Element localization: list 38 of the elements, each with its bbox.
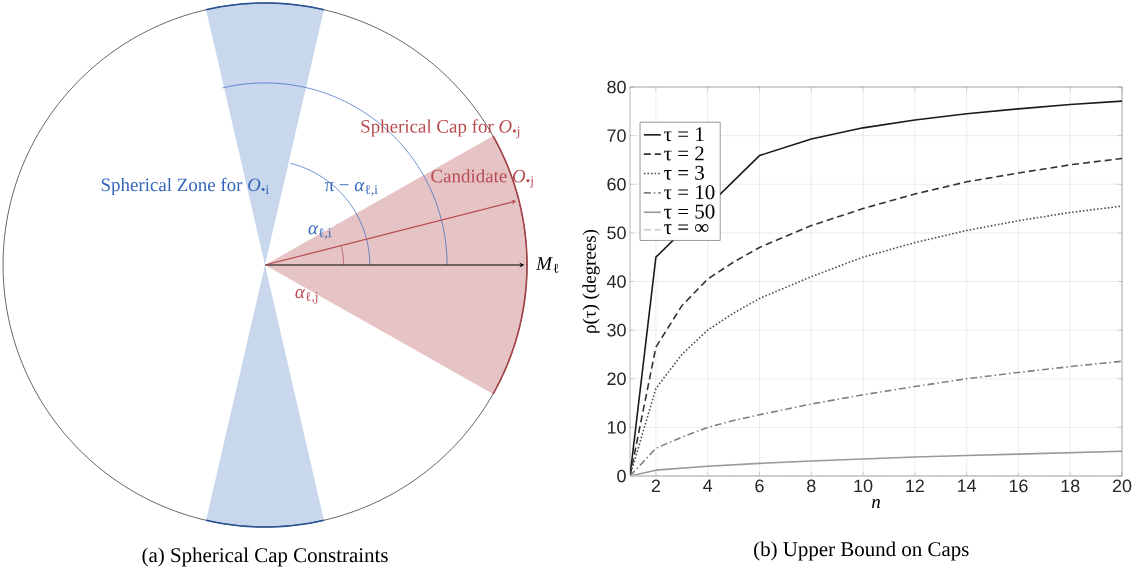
text: Spherical Cap for O$_{•j}$ — [361, 119, 520, 139]
text: α$_{ℓ,j}$ — [295, 289, 318, 304]
x-tick-label: 6 — [755, 479, 764, 493]
y-tick-label: 10 — [607, 421, 626, 434]
y-tick-label: 0 — [617, 469, 626, 483]
x-tick-label: 10 — [854, 479, 873, 493]
legend-label: τ = 3 — [664, 165, 704, 180]
y-tick-label: 70 — [607, 129, 626, 142]
legend-label: τ = 10 — [664, 185, 715, 200]
line-series — [630, 360, 1123, 476]
y-tick-label: 20 — [607, 372, 626, 386]
text: (a) Spherical Cap Constraints — [142, 547, 388, 567]
text: Candidate O$_{•j}$ — [431, 169, 533, 188]
x-tick-label: 16 — [1009, 479, 1028, 493]
x-tick-label: 18 — [1061, 479, 1080, 493]
y-tick-label: 60 — [607, 177, 626, 191]
legend-label: τ = 50 — [664, 204, 715, 219]
x-tick-label: 2 — [651, 479, 660, 493]
line-series — [630, 205, 1123, 476]
y-tick-label: 80 — [607, 80, 626, 94]
x-tick-label: 20 — [1112, 479, 1132, 493]
x-tick-label: 4 — [703, 479, 713, 492]
text: Spherical Zone for O$_{•i}$ — [101, 177, 269, 196]
x-axis-title: n — [871, 499, 880, 508]
y-axis-title: ρ(τ) (degrees) — [582, 229, 600, 333]
x-tick-label: 8 — [807, 479, 816, 493]
legend-label: τ = 2 — [664, 146, 704, 161]
text: π − α$_{ℓ,i}$ — [324, 182, 378, 196]
y-tick-label: 30 — [607, 323, 626, 337]
legend-label: τ = ∞ — [664, 223, 709, 235]
text: (b) Upper Bound on Caps — [754, 541, 969, 561]
y-tick-label: 40 — [606, 275, 626, 288]
text: M$_{ℓ}$ — [536, 257, 559, 273]
text: α$_{ℓ,i}$ — [308, 225, 332, 240]
y-tick-label: 50 — [607, 226, 626, 240]
legend-label: τ = 1 — [664, 127, 704, 142]
x-tick-label: 14 — [958, 479, 977, 492]
x-tick-label: 12 — [906, 479, 924, 493]
